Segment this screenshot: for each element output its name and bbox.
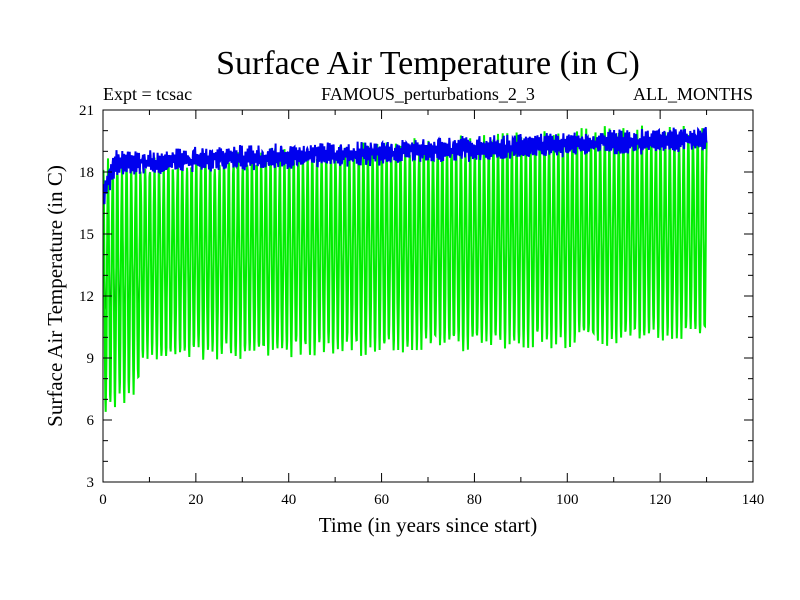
x-tick-label: 100	[556, 492, 579, 508]
y-tick-label: 12	[79, 289, 94, 305]
x-tick-label: 20	[188, 492, 203, 508]
chart-subtitle-left: Expt = tcsac	[103, 84, 192, 104]
series-line-annual-high	[103, 126, 708, 205]
y-tick-label: 9	[87, 351, 95, 367]
chart-subtitle-right: ALL_MONTHS	[633, 84, 753, 104]
y-tick-label: 18	[79, 165, 94, 181]
plot-frame	[102, 109, 754, 483]
ticks-layer: 0 20 40 60 80 100 120 140 3 6 9 12 15 18 21	[79, 103, 764, 508]
x-axis-label: Time (in years since start)	[319, 513, 538, 537]
chart-subtitle-center: FAMOUS_perturbations_2_3	[321, 84, 535, 104]
x-tick-label: 80	[467, 492, 482, 508]
chart-title: Surface Air Temperature (in C)	[216, 45, 640, 82]
x-tick-label: 120	[649, 492, 672, 508]
x-tick-label: 40	[281, 492, 296, 508]
x-tick-label: 140	[742, 492, 765, 508]
series-layer	[103, 125, 708, 412]
y-tick-label: 3	[87, 475, 95, 491]
y-tick-label: 15	[79, 227, 94, 243]
x-tick-label: 60	[374, 492, 389, 508]
y-axis-label: Surface Air Temperature (in C)	[43, 165, 67, 427]
y-tick-label: 21	[79, 103, 94, 119]
x-tick-label: 0	[99, 492, 107, 508]
y-tick-label: 6	[87, 413, 95, 429]
series-line-monthly	[103, 125, 708, 412]
